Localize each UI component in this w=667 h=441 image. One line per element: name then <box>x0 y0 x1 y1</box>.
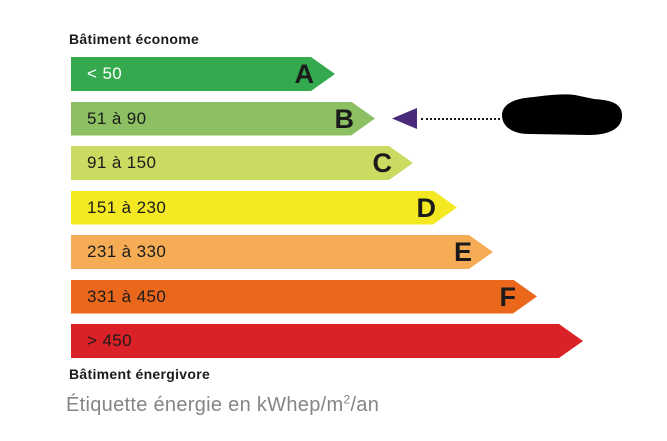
caption-superscript: 2 <box>343 392 351 407</box>
energy-bar-A: < 50 A <box>71 57 335 91</box>
energy-class-letter: E <box>453 237 472 267</box>
energy-range-label: 91 à 150 <box>87 153 157 172</box>
energy-range-label: 231 à 330 <box>87 242 167 261</box>
energy-range-label: 51 à 90 <box>87 108 147 128</box>
energy-intensive-building-label: Bâtiment énergivore <box>69 366 211 382</box>
energy-class-letter: C <box>372 148 392 178</box>
energy-class-letter: D <box>416 192 436 223</box>
caption-text: Étiquette énergie en kWhep/m <box>66 394 344 416</box>
left-arrow-icon <box>392 108 417 129</box>
energy-bar-F: 331 à 450 F <box>71 280 537 314</box>
redacted-value-blob <box>502 94 623 135</box>
energy-bar-C: 91 à 150 C <box>71 146 413 180</box>
caption-suffix: /an <box>350 394 380 416</box>
energy-range-label: 331 à 450 <box>87 286 167 306</box>
energy-class-bars: < 50 A 51 à 90 B 91 à 150 C 151 à 230 D 231 à 33… <box>71 57 583 369</box>
caption: Étiquette énergie en kWhep/m2/an <box>66 392 380 417</box>
energy-class-letter: F <box>499 281 516 312</box>
energy-range-label: > 450 <box>87 331 133 350</box>
energy-range-label: < 50 <box>87 64 123 83</box>
energy-bar-E: 231 à 330 E <box>71 235 493 269</box>
energy-class-letter: B <box>334 103 354 134</box>
energy-bar-D: 151 à 230 D <box>71 191 457 225</box>
dotted-leader-line <box>421 117 500 120</box>
energy-bar-G: > 450 <box>71 324 583 358</box>
selected-class-indicator <box>392 101 500 136</box>
energy-class-letter: A <box>294 59 314 89</box>
economical-building-label: Bâtiment économe <box>69 31 200 47</box>
energy-range-label: 151 à 230 <box>87 197 167 217</box>
energy-bar-B: 51 à 90 B <box>71 102 375 136</box>
